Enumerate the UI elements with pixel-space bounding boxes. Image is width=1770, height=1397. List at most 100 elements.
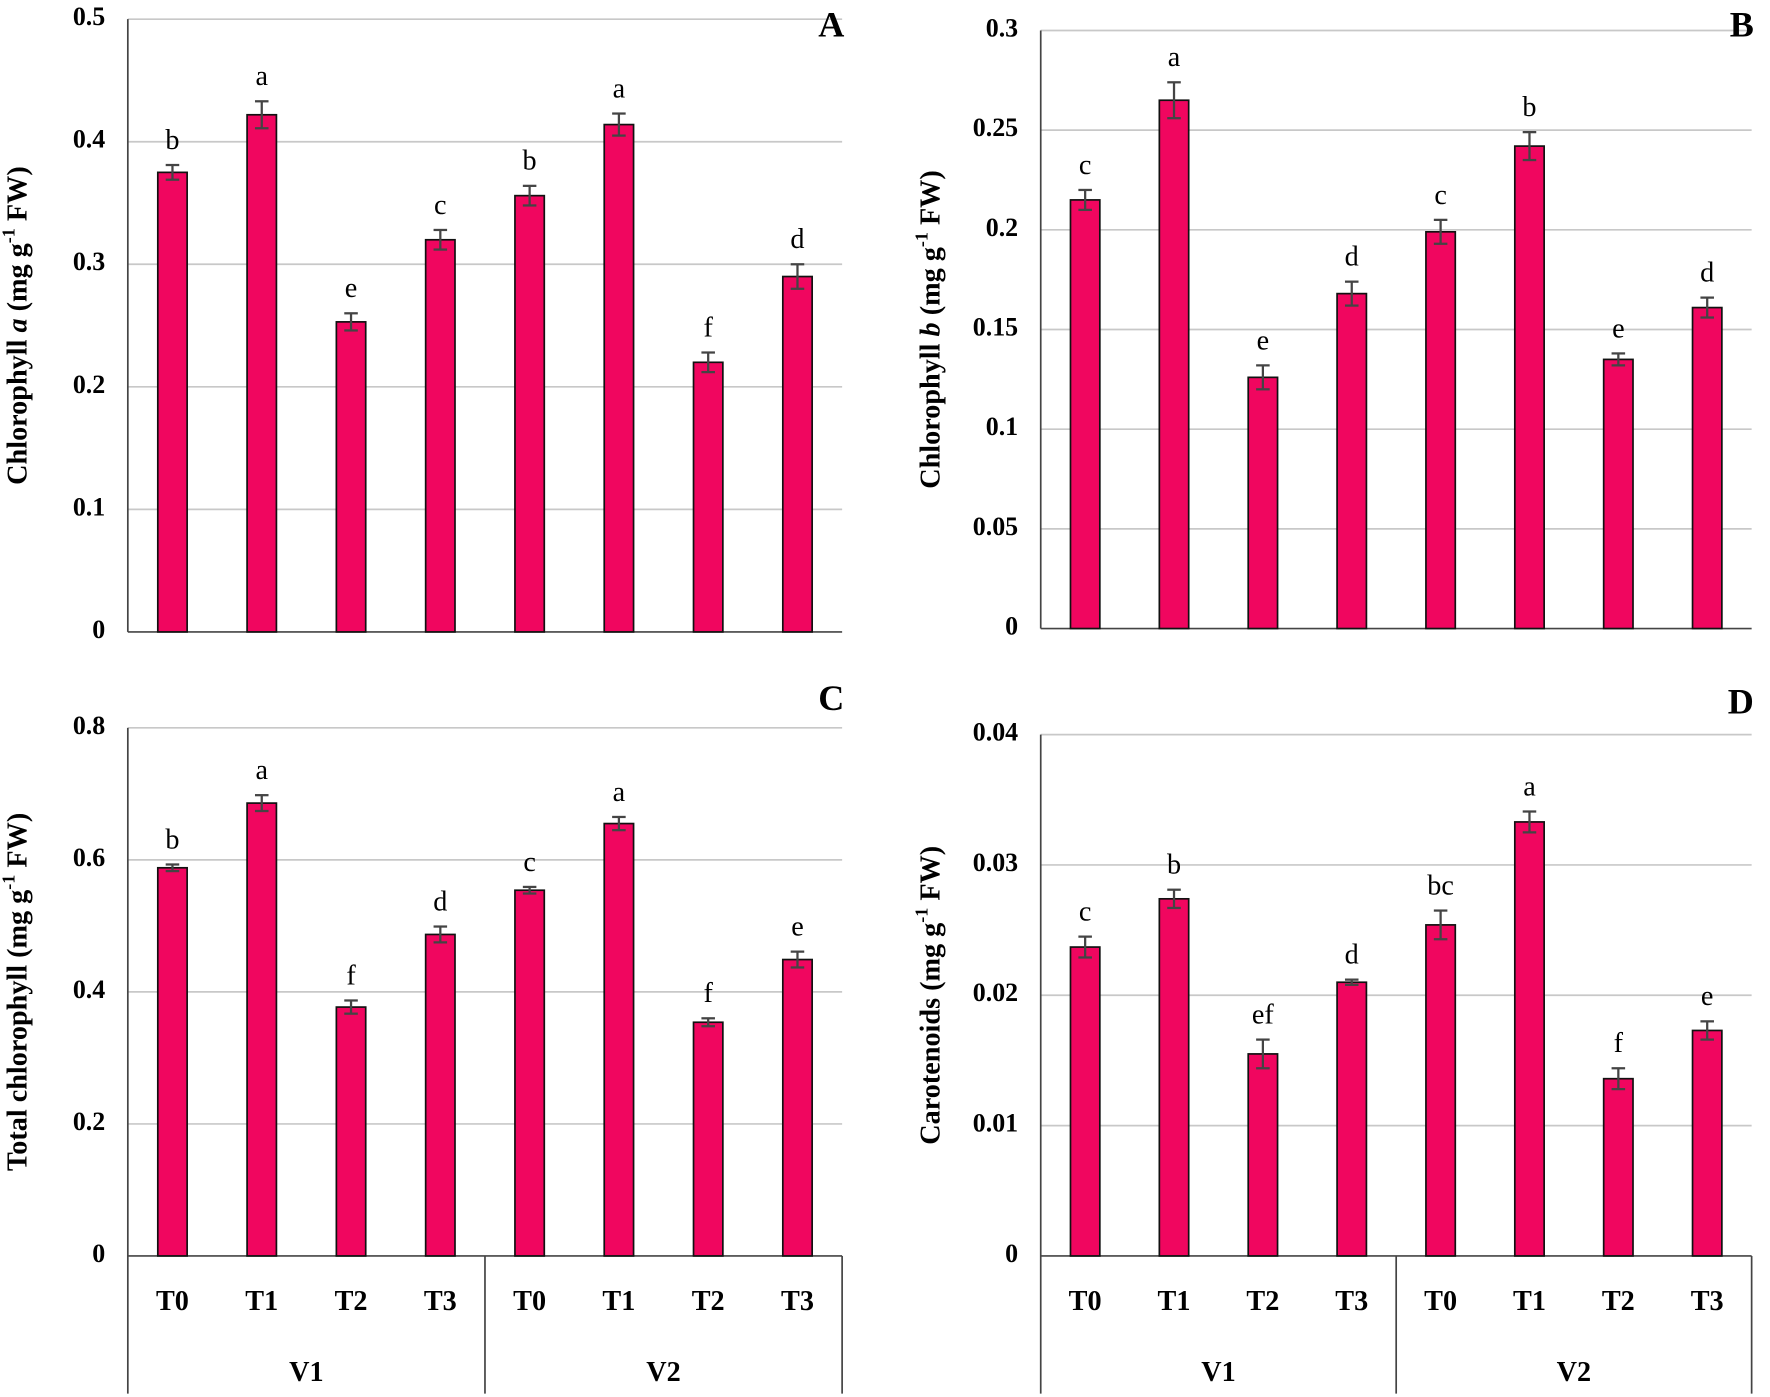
y-tick-label: 0.02 <box>973 978 1018 1007</box>
significance-letter: d <box>433 886 447 917</box>
y-tick-label: 0.8 <box>73 711 105 740</box>
x-tick-label: T1 <box>1158 1286 1191 1317</box>
x-tick-label: T0 <box>513 1286 546 1317</box>
significance-letter: ef <box>1252 999 1275 1030</box>
panel-label: C <box>818 678 844 718</box>
bar <box>1069 946 1101 1257</box>
bar <box>1247 376 1279 630</box>
y-axis-label-part: (mg g <box>3 243 34 318</box>
y-axis-label-part: -1 <box>0 228 19 243</box>
bar <box>246 802 278 1257</box>
x-tick-label: T1 <box>602 1286 635 1317</box>
group-label: V2 <box>1557 1357 1591 1388</box>
x-tick-label: T2 <box>1602 1286 1635 1317</box>
significance-letter: a <box>255 61 268 92</box>
significance-letter: e <box>345 273 358 304</box>
significance-letter: b <box>165 824 179 855</box>
panel-label: B <box>1730 4 1754 44</box>
y-tick-label: 0 <box>92 1239 105 1268</box>
significance-letter: d <box>1700 258 1714 289</box>
x-tick-label: T3 <box>1335 1286 1368 1317</box>
bar <box>156 866 188 1257</box>
panel-label: D <box>1728 682 1754 722</box>
significance-letter: f <box>703 978 713 1009</box>
y-axis-label-part: Carotenoids (mg g <box>916 923 947 1145</box>
bar <box>1513 821 1545 1257</box>
significance-letter: bc <box>1427 870 1454 901</box>
y-axis-label-part: Chlorophyll <box>916 336 947 488</box>
group-label: V1 <box>1201 1357 1235 1388</box>
bar <box>1158 99 1190 630</box>
bar <box>335 321 367 633</box>
group-label: V1 <box>289 1357 323 1388</box>
y-tick-label: 0.6 <box>73 843 105 872</box>
y-axis-label-part: -1 <box>0 875 19 890</box>
x-tick-label: T2 <box>1246 1286 1279 1317</box>
significance-letter: b <box>1167 850 1181 881</box>
bar <box>781 275 813 633</box>
bar <box>1425 230 1457 630</box>
x-tick-label: T2 <box>692 1286 725 1317</box>
bar <box>1602 1077 1634 1257</box>
bar <box>1691 1029 1723 1257</box>
significance-letter: c <box>1079 897 1092 928</box>
significance-letter: c <box>523 847 536 878</box>
y-axis-label: Total chlorophyll (mg g-1 FW) <box>0 813 34 1171</box>
bar <box>424 933 456 1257</box>
y-tick-label: 0.2 <box>73 1107 105 1136</box>
x-tick-label: T3 <box>424 1286 457 1317</box>
bar <box>1602 358 1634 630</box>
y-tick-label: 0.2 <box>986 213 1018 242</box>
significance-letter: f <box>346 960 356 991</box>
y-tick-label: 0.3 <box>986 13 1018 42</box>
x-tick-label: T3 <box>1691 1286 1724 1317</box>
bar <box>692 361 724 633</box>
significance-letter: b <box>1522 92 1536 123</box>
y-axis-label-part: FW) <box>3 166 34 228</box>
y-axis-label-part: FW) <box>3 813 34 875</box>
y-tick-label: 0 <box>1005 1239 1018 1268</box>
y-axis-label: Chlorophyll a (mg g-1 FW) <box>0 166 34 485</box>
x-tick-label: T1 <box>1513 1286 1546 1317</box>
x-tick-label: T0 <box>156 1286 189 1317</box>
y-tick-label: 0.2 <box>73 370 105 399</box>
significance-letter: d <box>1345 940 1359 971</box>
significance-letter: a <box>1523 771 1536 802</box>
bar <box>514 889 546 1257</box>
y-axis-label-part: Total chlorophyll (mg g <box>3 890 34 1171</box>
significance-letter: f <box>1614 1028 1624 1059</box>
y-tick-label: 0.01 <box>973 1109 1018 1138</box>
significance-letter: e <box>1701 981 1714 1012</box>
y-axis-label-part: FW) <box>916 846 947 908</box>
y-axis-label-part: -1 <box>912 232 932 247</box>
bar <box>603 822 635 1257</box>
y-axis-label-part: -1 <box>912 908 932 923</box>
y-tick-label: 0.4 <box>73 975 105 1004</box>
y-axis-label: Chlorophyll b (mg g-1 FW) <box>912 170 947 489</box>
x-tick-label: T2 <box>335 1286 368 1317</box>
y-tick-label: 0 <box>92 615 105 644</box>
bar <box>1336 292 1368 630</box>
bar <box>1691 306 1723 630</box>
y-axis-label-part: b <box>916 322 947 336</box>
y-axis-label-part: Chlorophyll <box>3 333 34 485</box>
bar <box>781 958 813 1257</box>
bar <box>424 238 456 633</box>
significance-letter: a <box>255 755 268 786</box>
bar <box>1158 897 1190 1257</box>
significance-letter: c <box>1434 180 1447 211</box>
significance-letter: b <box>165 125 179 156</box>
significance-letter: a <box>613 777 626 808</box>
y-tick-label: 0.25 <box>973 113 1018 142</box>
bar <box>1336 981 1368 1257</box>
y-tick-label: 0.1 <box>73 492 105 521</box>
x-tick-label: T1 <box>245 1286 278 1317</box>
x-tick-label: T0 <box>1424 1286 1457 1317</box>
significance-letter: c <box>434 190 447 221</box>
significance-letter: a <box>613 73 626 104</box>
significance-letter: c <box>1079 150 1092 181</box>
bar <box>1425 924 1457 1257</box>
significance-letter: f <box>703 312 713 343</box>
significance-letter: e <box>791 912 804 943</box>
